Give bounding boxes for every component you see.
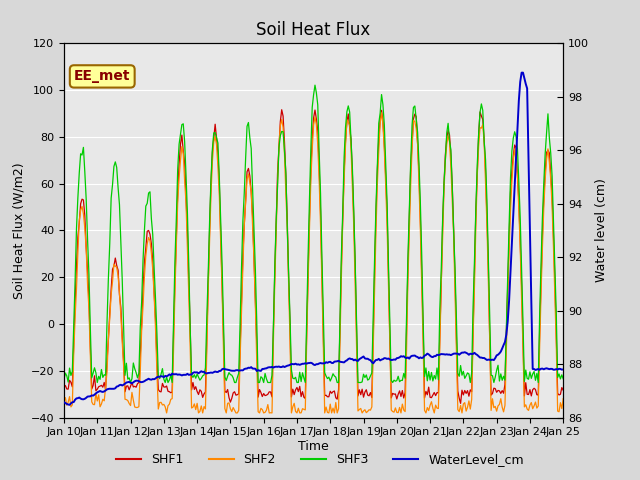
Text: EE_met: EE_met	[74, 70, 131, 84]
Y-axis label: Water level (cm): Water level (cm)	[595, 179, 607, 282]
Legend: SHF1, SHF2, SHF3, WaterLevel_cm: SHF1, SHF2, SHF3, WaterLevel_cm	[111, 448, 529, 471]
X-axis label: Time: Time	[298, 440, 329, 453]
Title: Soil Heat Flux: Soil Heat Flux	[257, 21, 371, 39]
Y-axis label: Soil Heat Flux (W/m2): Soil Heat Flux (W/m2)	[12, 162, 25, 299]
